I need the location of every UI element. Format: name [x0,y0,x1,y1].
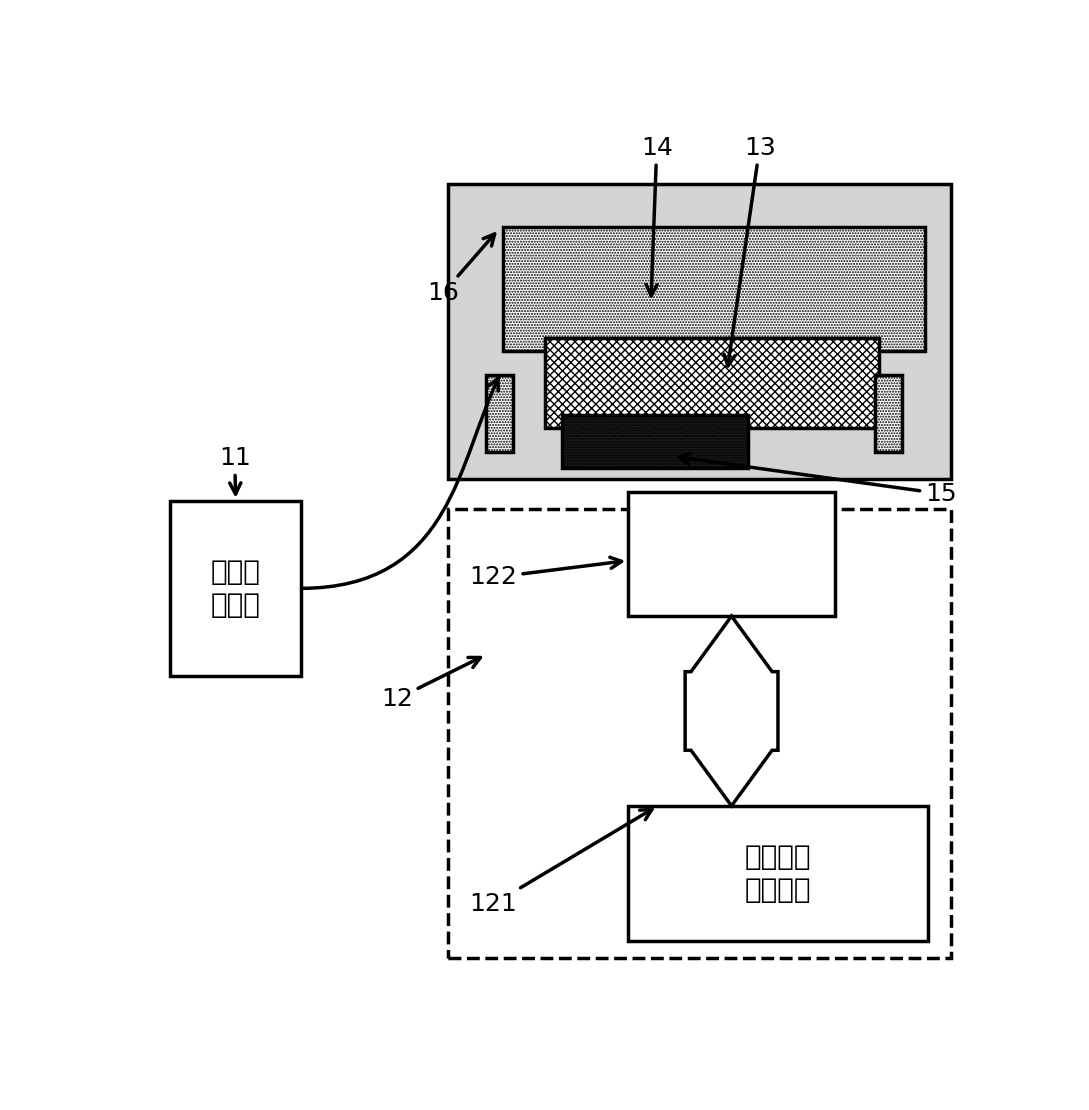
Text: 共聚焦显
微镜光路: 共聚焦显 微镜光路 [745,844,811,904]
Text: 16: 16 [427,234,494,305]
Text: 14: 14 [640,135,673,295]
Bar [449,509,951,958]
Bar [487,375,513,452]
Bar [503,228,926,351]
Bar [546,339,879,428]
Text: 12: 12 [381,657,480,710]
Text: 11: 11 [219,446,250,494]
Bar [874,375,902,452]
Text: 15: 15 [678,453,957,506]
Bar [562,415,748,468]
Bar [170,501,301,676]
Polygon shape [685,616,778,806]
Bar [449,184,951,480]
Bar [628,806,928,941]
Text: 122: 122 [469,557,622,589]
Text: 外部微
波线路: 外部微 波线路 [210,558,260,618]
Bar [628,492,835,616]
Text: 121: 121 [469,809,652,916]
Text: 13: 13 [724,135,775,366]
